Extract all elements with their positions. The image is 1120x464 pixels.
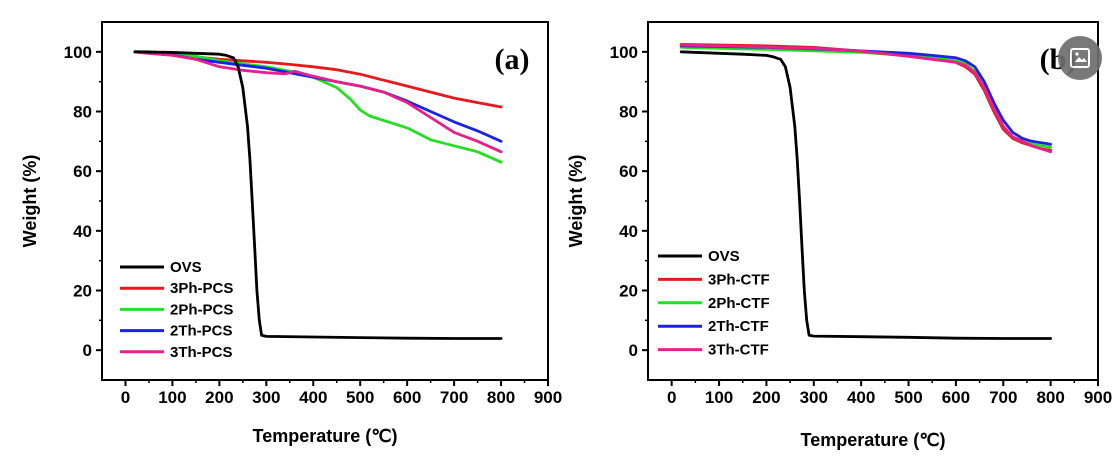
series-line-3th-pcs — [133, 50, 503, 154]
x-tick-label: 600 — [393, 388, 421, 407]
x-tick-label: 800 — [1036, 388, 1064, 407]
y-tick-label: 100 — [610, 43, 638, 62]
y-tick-label: 80 — [73, 103, 92, 122]
y-axis-label: Weight (%) — [20, 155, 40, 248]
x-tick-label: 400 — [299, 388, 327, 407]
chart-panel-a: 0 100 200 300 400 500 600 700 800 900 0 20 40 60 80 100… — [20, 21, 562, 446]
x-tick-label: 900 — [534, 388, 562, 407]
x-tick-label: 200 — [752, 388, 780, 407]
y-tick-label: 40 — [73, 222, 92, 241]
legend-label: OVS — [708, 248, 740, 265]
x-tick-label: 200 — [205, 388, 233, 407]
x-tick-label: 700 — [440, 388, 468, 407]
y-tick-label: 0 — [629, 341, 638, 360]
x-tick-label: 100 — [705, 388, 733, 407]
legend-label: 2Ph-CTF — [708, 295, 770, 312]
series-line-ovs — [679, 50, 1052, 340]
visual-search-button[interactable] — [1058, 36, 1102, 80]
legend-label: 3Ph-CTF — [708, 271, 770, 288]
y-tick-label: 60 — [619, 162, 638, 181]
x-tick-label: 700 — [989, 388, 1017, 407]
series-line-3th-ctf — [679, 43, 1052, 154]
legend-label: 3Th-PCS — [170, 344, 233, 361]
legend-label: 3Ph-PCS — [170, 280, 233, 297]
x-axis-label: Temperature (℃) — [253, 426, 398, 446]
x-tick-label: 600 — [942, 388, 970, 407]
y-tick-label: 40 — [619, 222, 638, 241]
plot-frame — [101, 21, 549, 381]
series-line-2ph-pcs — [133, 50, 503, 164]
x-tick-label: 0 — [667, 388, 676, 407]
x-tick-label: 500 — [346, 388, 374, 407]
y-tick-label: 20 — [619, 282, 638, 301]
x-tick-label: 300 — [800, 388, 828, 407]
y-tick-label: 0 — [83, 341, 92, 360]
x-tick-label: 0 — [121, 388, 130, 407]
y-tick-label: 20 — [73, 282, 92, 301]
legend-label: 3Th-CTF — [708, 342, 769, 359]
y-axis-label: Weight (%) — [566, 155, 586, 248]
legend-label: 2Ph-PCS — [170, 301, 233, 318]
series-line-3ph-ctf — [679, 43, 1052, 152]
x-tick-label: 900 — [1084, 388, 1112, 407]
series-line-2ph-ctf — [679, 46, 1052, 149]
x-tick-label: 300 — [252, 388, 280, 407]
image-search-icon — [1070, 48, 1090, 68]
legend-label: OVS — [170, 259, 202, 276]
x-tick-label: 500 — [894, 388, 922, 407]
series-line-2th-ctf — [679, 44, 1052, 146]
x-tick-label: 400 — [847, 388, 875, 407]
y-tick-label: 100 — [64, 43, 92, 62]
x-tick-label: 800 — [487, 388, 515, 407]
panel-label: (a) — [495, 43, 530, 76]
x-tick-label: 100 — [158, 388, 186, 407]
y-tick-label: 60 — [73, 162, 92, 181]
chart-panel-b: 0 100 200 300 400 500 600 700 800 900 0 20 40 60 80 100… — [566, 21, 1112, 450]
series-line-ovs — [133, 50, 503, 340]
legend-label: 2Th-PCS — [170, 323, 233, 340]
y-tick-label: 80 — [619, 103, 638, 122]
legend-label: 2Th-CTF — [708, 318, 769, 335]
x-axis-label: Temperature (℃) — [801, 430, 946, 450]
